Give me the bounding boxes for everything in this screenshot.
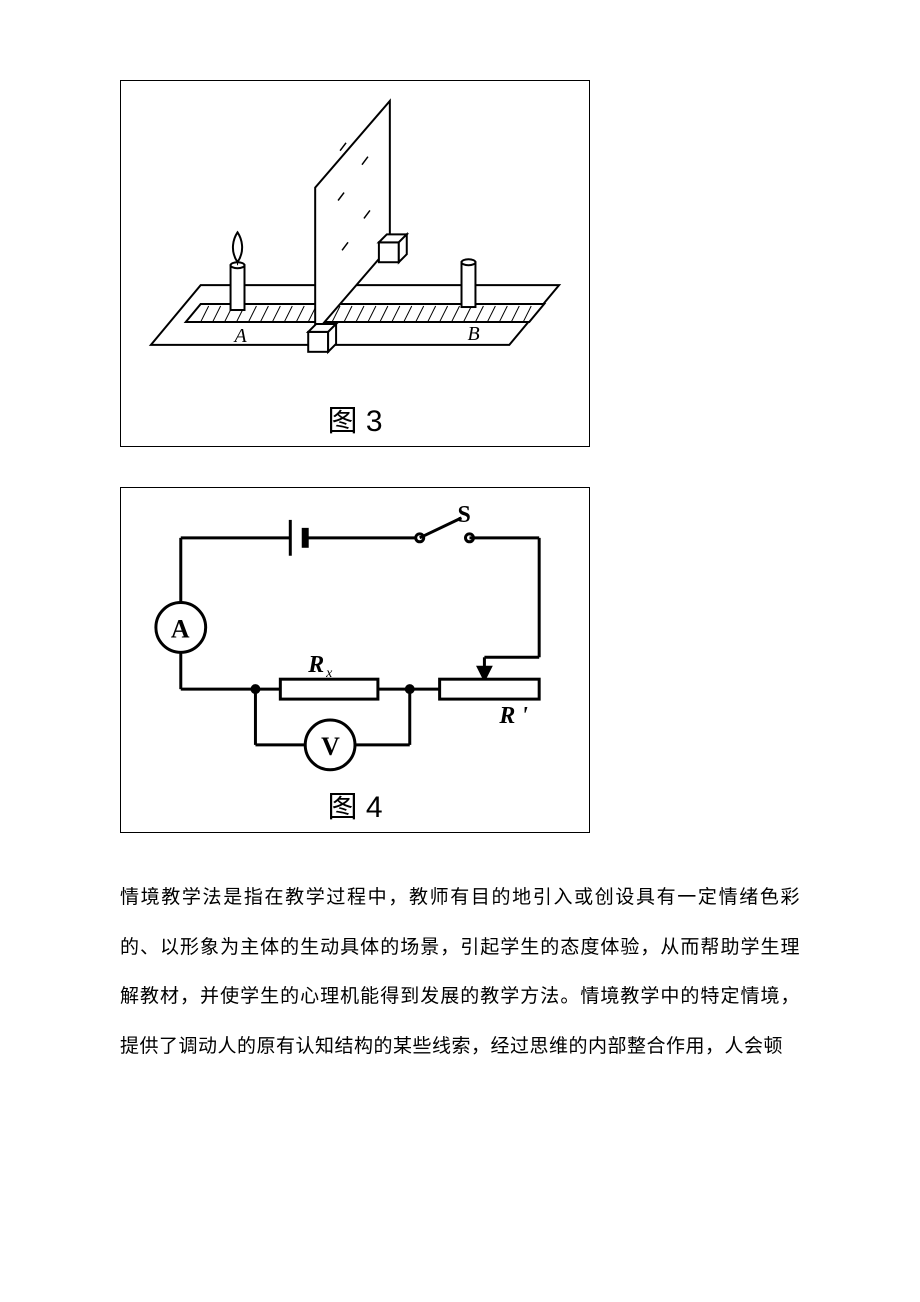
figure-3-caption: 图 3 — [131, 396, 579, 440]
rx-label: R x — [307, 652, 333, 681]
document-page: A B 图 3 — [0, 0, 920, 1151]
figure-3-diagram: A B — [131, 91, 579, 390]
svg-text:x: x — [325, 666, 333, 681]
figure-3-container: A B 图 3 — [120, 80, 590, 447]
label-a: A — [233, 325, 248, 347]
figure-4-container: A V S R x R ' 图 4 — [120, 487, 590, 834]
svg-text:R: R — [307, 652, 324, 678]
switch-label: S — [458, 502, 471, 528]
label-b: B — [467, 323, 479, 345]
body-paragraph: 情境教学法是指在教学过程中，教师有目的地引入或创设具有一定情绪色彩的、以形象为主… — [120, 873, 800, 1071]
figure-4-circuit: A V S R x R ' — [131, 498, 579, 777]
figure-4-caption: 图 4 — [131, 782, 579, 826]
voltmeter-label: V — [321, 732, 340, 761]
ammeter-label: A — [171, 614, 190, 643]
rprime-label: R ' — [498, 703, 528, 729]
